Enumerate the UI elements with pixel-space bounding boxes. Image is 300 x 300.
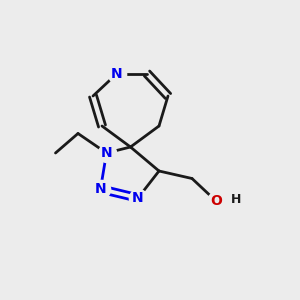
Point	[136, 196, 140, 200]
Text: N: N	[132, 191, 144, 205]
Point	[104, 151, 109, 155]
Text: N: N	[95, 182, 106, 196]
Point	[115, 71, 119, 76]
Point	[214, 199, 218, 203]
Text: N: N	[111, 67, 123, 80]
Text: O: O	[210, 194, 222, 208]
Point	[98, 187, 103, 191]
Text: N: N	[101, 146, 112, 160]
Text: H: H	[231, 193, 242, 206]
